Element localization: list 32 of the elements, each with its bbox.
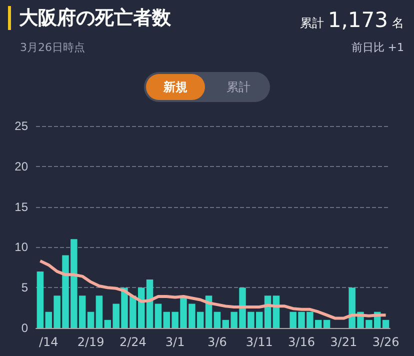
y-tick-label: 20: [14, 159, 28, 174]
bar: [36, 271, 44, 328]
x-tick-label: 3/1: [165, 335, 185, 349]
y-tick-label: 0: [21, 321, 28, 335]
bar: [382, 320, 390, 328]
x-tick-label: 2/19: [77, 335, 104, 349]
bar: [154, 304, 162, 328]
chart-subtitle: 3月26日時点: [20, 40, 85, 55]
bar: [214, 312, 221, 328]
text: 新規: [146, 74, 205, 100]
text: 累計: [300, 16, 324, 30]
x-tick-label: /14: [38, 335, 58, 349]
x-tick-label: 3/26: [372, 335, 400, 349]
x-tick-label: 3/16: [288, 335, 315, 349]
y-tick-label: 25: [14, 119, 28, 133]
text: 1,173: [328, 8, 388, 32]
bar: [323, 320, 330, 328]
y-tick-label: 10: [14, 240, 28, 254]
bar: [146, 280, 154, 328]
chart-title: 大阪府の死亡者数: [8, 6, 171, 30]
x-tick-label: 3/21: [330, 335, 358, 349]
text: 累計: [226, 78, 252, 96]
text: 前日比 +1: [351, 40, 404, 55]
y-tick-label: 15: [14, 200, 28, 214]
bar: [87, 312, 94, 328]
bar: [96, 296, 103, 328]
x-tick-label: 2/24: [119, 335, 146, 349]
line-series: [38, 259, 388, 320]
x-tick-label: 3/11: [246, 335, 273, 349]
text: 名: [392, 16, 404, 30]
y-tick-label: 5: [21, 280, 28, 295]
x-tick-label: 3/6: [208, 335, 227, 349]
